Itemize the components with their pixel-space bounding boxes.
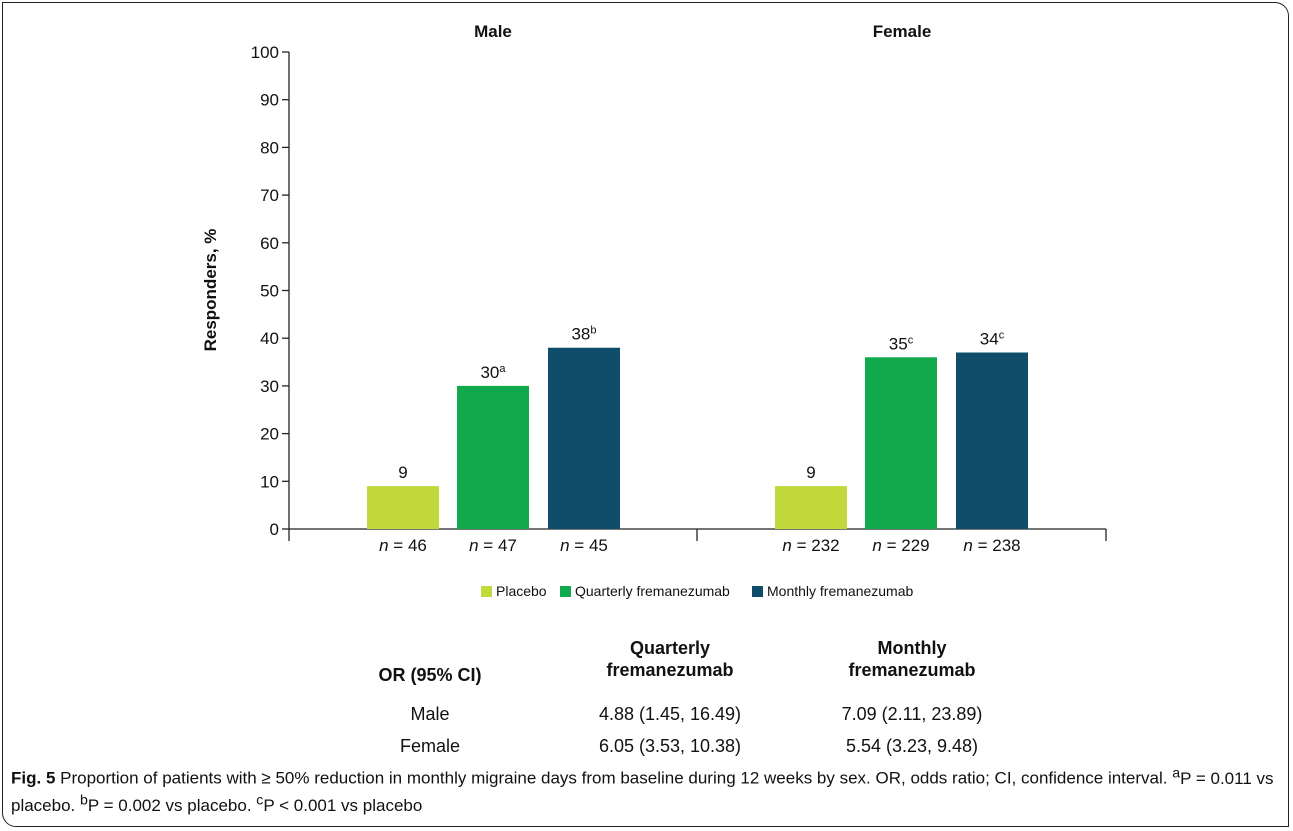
bar-male-1	[367, 486, 439, 529]
bar-n-symbol: n	[469, 536, 478, 555]
legend-swatch	[481, 586, 492, 597]
y-tick-label: 50	[260, 282, 279, 301]
bar-value-label: 34c	[980, 330, 1005, 349]
bar-male-2	[457, 386, 529, 529]
bar-female-1	[775, 486, 847, 529]
bar-n-symbol: n	[782, 536, 791, 555]
bar-chart: 0 10 20 30 40 50 60 70 80 90 100 Responders, % Male 9…	[0, 0, 1293, 620]
bar-n-label: n = 46	[379, 536, 427, 555]
bar-value: 35	[889, 334, 908, 353]
y-tick-label: 0	[270, 520, 279, 539]
y-tick-label: 10	[260, 472, 279, 491]
bar-n-symbol: n	[379, 536, 388, 555]
bar-female-2	[865, 357, 937, 529]
y-tick-label: 30	[260, 377, 279, 396]
bar-value-superscript: a	[499, 363, 506, 375]
bar-value-label: 35c	[889, 334, 914, 353]
bar-value-label: 38b	[571, 325, 596, 344]
bar-n-value: = 46	[389, 536, 427, 555]
bar-n-symbol: n	[963, 536, 972, 555]
caption-figure-label: Fig. 5	[11, 769, 55, 788]
y-tick-label: 100	[251, 43, 279, 62]
figure-caption: Fig. 5 Proportion of patients with ≥ 50%…	[11, 762, 1281, 817]
caption-footnote-a-marker: a	[1172, 765, 1180, 781]
bar-value-label: 9	[806, 463, 815, 482]
y-tick-label: 90	[260, 91, 279, 110]
bar-n-label: n = 232	[782, 536, 839, 555]
bar-n-label: n = 45	[560, 536, 608, 555]
bar-value-superscript: c	[999, 330, 1005, 342]
y-tick-label: 20	[260, 425, 279, 444]
y-tick-label: 40	[260, 329, 279, 348]
bar-n-label: n = 229	[872, 536, 929, 555]
caption-footnote-b-marker: b	[80, 793, 88, 809]
caption-footnote-c-text: P < 0.001 vs placebo	[263, 796, 422, 815]
bar-n-symbol: n	[872, 536, 881, 555]
bar-male-3	[548, 348, 620, 529]
bar-value-superscript: c	[908, 334, 914, 346]
caption-text: Proportion of patients with ≥ 50% reduct…	[60, 769, 1167, 788]
bar-n-value: = 229	[882, 536, 930, 555]
bar-n-symbol: n	[560, 536, 569, 555]
caption-footnote-b-text: P = 0.002 vs placebo.	[88, 796, 252, 815]
bar-value-label: 30a	[480, 363, 506, 382]
bar-value: 38	[571, 325, 590, 344]
bar-n-label: n = 47	[469, 536, 517, 555]
bar-n-value: = 47	[479, 536, 517, 555]
panel-title-female: Female	[873, 22, 932, 41]
legend-label: Placebo	[496, 583, 547, 599]
bar-value: 34	[980, 330, 999, 349]
bar-value: 9	[806, 463, 815, 482]
bar-n-value: = 232	[792, 536, 840, 555]
legend-swatch	[560, 586, 571, 597]
bar-n-label: n = 238	[963, 536, 1020, 555]
y-tick-label: 80	[260, 138, 279, 157]
legend-swatch	[752, 586, 763, 597]
y-tick-label: 70	[260, 186, 279, 205]
bar-value-label: 9	[398, 463, 407, 482]
legend-label: Quarterly fremanezumab	[575, 583, 730, 599]
bar-value: 9	[398, 463, 407, 482]
y-axis-title: Responders, %	[201, 229, 220, 352]
caption-footnote-c: cP < 0.001 vs placebo	[256, 796, 422, 815]
caption-footnote-b: bP = 0.002 vs placebo.	[80, 796, 252, 815]
y-tick-label: 60	[260, 234, 279, 253]
bar-value-superscript: b	[590, 325, 596, 337]
bar-female-3	[956, 353, 1028, 529]
panel-title-male: Male	[474, 22, 512, 41]
bar-n-value: = 45	[570, 536, 608, 555]
bar-value: 30	[480, 363, 499, 382]
legend-label: Monthly fremanezumab	[767, 583, 914, 599]
bar-n-value: = 238	[973, 536, 1021, 555]
